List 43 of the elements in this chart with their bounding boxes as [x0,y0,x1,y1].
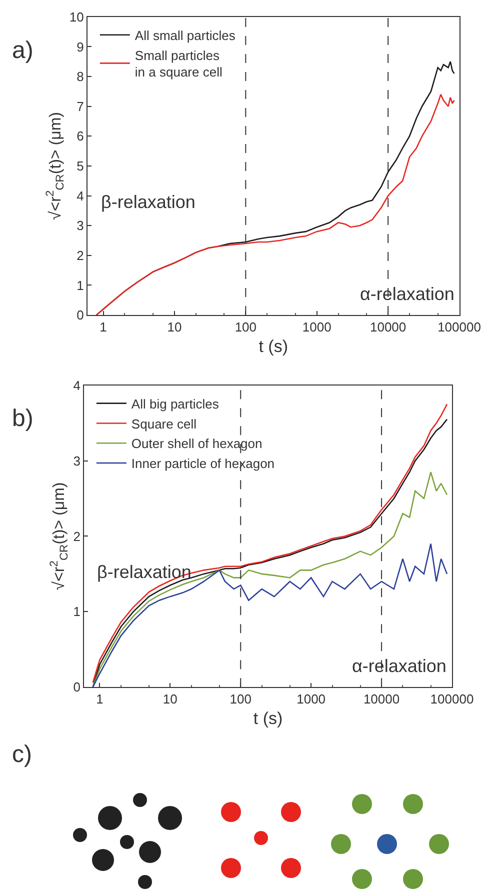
x-tick-label: 100000 [438,320,481,335]
annotation: β-relaxation [101,192,196,212]
text: c) [12,741,32,768]
y-tick-label: 3 [76,218,84,234]
annotation: β-relaxation [97,562,192,582]
legend-label: Inner particle of hexagon [131,456,275,472]
y-tick-label: 2 [76,248,84,263]
x-axis-title: t (s) [258,337,288,356]
y-tick-label: 9 [76,39,84,54]
x-tick-label: 10 [167,320,182,335]
y-tick-label: 4 [73,378,80,393]
x-tick-label: 10000 [363,692,400,707]
y-tick-label: 4 [76,188,84,204]
y-tick-label: 5 [76,158,84,174]
x-tick-label: 100 [230,692,252,707]
legend-label: All small particles [134,28,236,43]
y-tick-label: 1 [73,604,80,620]
y-tick-label: 3 [73,453,80,468]
legend-label: All big particles [131,396,220,412]
x-tick-label: 100 [234,320,257,335]
y-tick-label: 6 [76,128,84,144]
y-tick-label: 0 [76,308,84,323]
legend-label: Square cell [131,416,197,432]
y-tick-label: 7 [76,98,84,114]
x-axis-title: t (s) [253,709,283,728]
x-tick-label: 1 [100,320,107,335]
x-tick-label: 1000 [302,320,332,335]
text: b) [12,405,34,432]
y-tick-label: 2 [73,528,80,544]
legend-label: Outer shell of hexagon [131,436,262,452]
annotation: α-relaxation [360,284,454,304]
y-tick-label: 1 [76,278,84,293]
y-tick-label: 10 [69,9,84,24]
y-tick-label: 8 [76,69,84,84]
x-tick-label: 100000 [430,692,474,707]
legend-label: Small particles in a square cell [134,48,222,80]
x-tick-label: 1 [96,692,104,707]
annotation: α-relaxation [352,656,446,676]
y-tick-label: 0 [73,680,80,695]
x-tick-label: 10000 [370,320,406,335]
text: a) [12,37,34,64]
x-tick-label: 1000 [296,692,326,707]
x-tick-label: 10 [162,692,178,707]
